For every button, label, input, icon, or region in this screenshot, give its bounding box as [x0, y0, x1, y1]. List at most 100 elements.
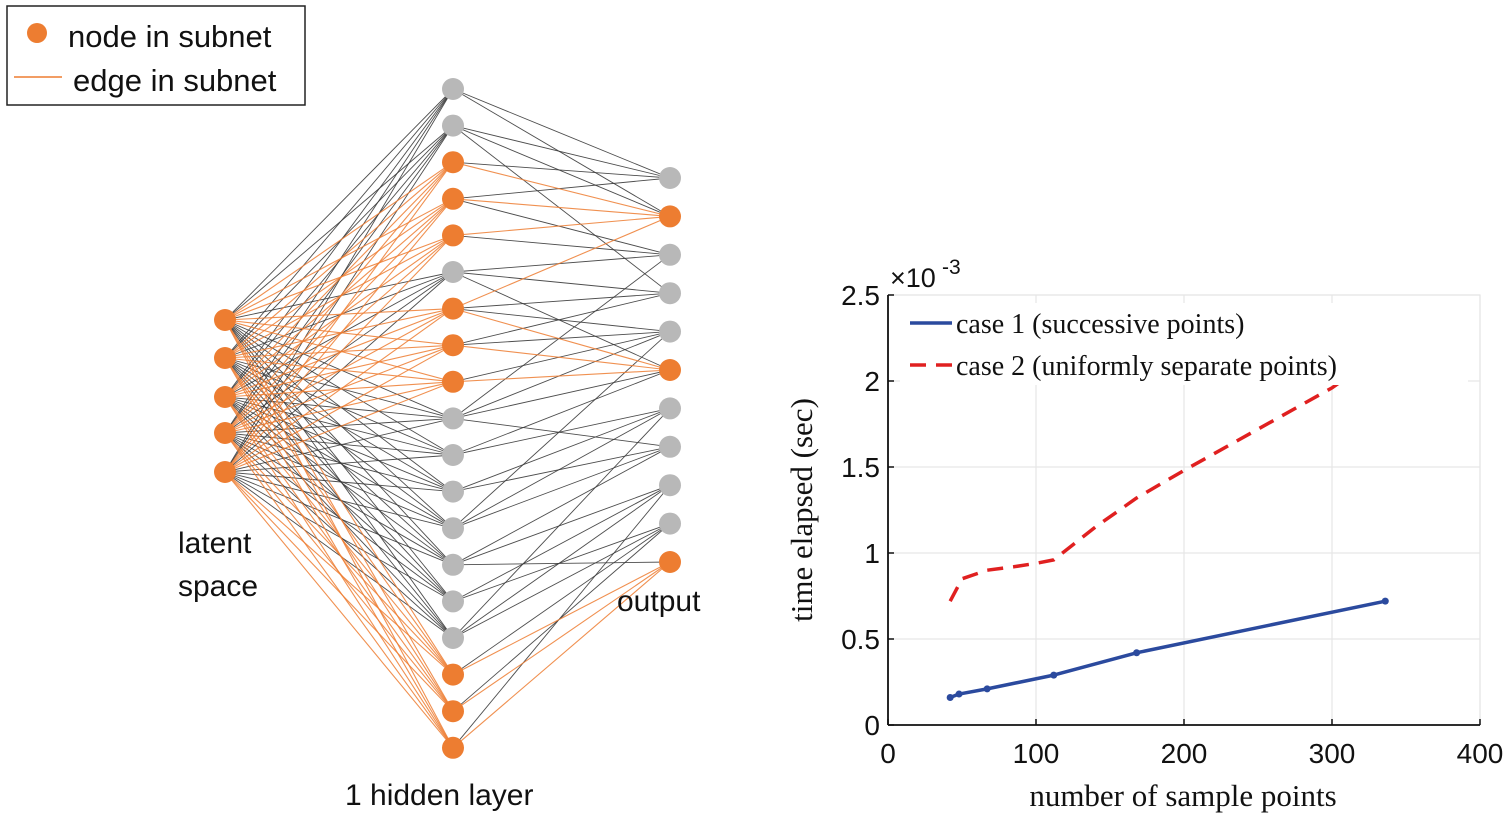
subnet-edge — [224, 234, 454, 321]
inactive-edge — [224, 432, 454, 456]
output-node — [659, 474, 681, 497]
legend-case2-label: case 2 (uniformly separate points) — [956, 351, 1337, 382]
hidden-node — [442, 78, 464, 100]
output-node — [659, 320, 681, 343]
network-edges — [224, 88, 671, 749]
hidden-node-subnet — [442, 663, 464, 686]
subnet-edge — [224, 161, 454, 434]
subnet-edge — [224, 235, 454, 473]
inactive-edge — [452, 484, 671, 566]
hidden-node — [442, 261, 464, 283]
hidden-node — [442, 627, 464, 649]
hidden-layer-label: 1 hidden layer — [345, 779, 533, 812]
subnet-edge — [224, 357, 454, 712]
inactive-edge — [452, 369, 671, 419]
subnet-edge — [452, 198, 671, 217]
inactive-edge — [224, 271, 454, 359]
y-axis-title: time elapsed (sec) — [784, 398, 819, 622]
subnet-edge — [452, 561, 671, 749]
subnet-edge — [224, 198, 454, 434]
subnet-edge — [224, 308, 454, 398]
inactive-edge — [452, 408, 671, 639]
latent-node — [214, 347, 236, 369]
y-tick-label: 0 — [864, 710, 880, 741]
inactive-edge — [224, 471, 454, 602]
inactive-edge — [224, 88, 454, 434]
subnet-edge — [224, 234, 454, 359]
output-node — [659, 167, 681, 189]
inactive-edge — [224, 88, 454, 398]
inactive-edge — [452, 331, 671, 383]
subnet-edge — [224, 319, 454, 346]
subnet-edge — [224, 432, 454, 712]
inactive-edge — [452, 271, 671, 371]
subnet-edge — [224, 471, 454, 749]
subnet-edge — [224, 308, 454, 321]
chart-legend: case 1 (successive points) case 2 (unifo… — [900, 303, 1468, 385]
hidden-node-subnet — [442, 736, 464, 759]
inactive-edge — [452, 446, 671, 566]
subnet-edge — [224, 161, 454, 359]
subnet-edge — [224, 161, 454, 321]
subnet-edge — [224, 344, 454, 359]
inactive-edge — [452, 407, 671, 493]
subnet-edge — [224, 357, 454, 675]
latent-node — [214, 386, 236, 408]
inactive-edge — [224, 357, 454, 492]
inactive-edge — [452, 484, 671, 639]
legend-node-marker — [27, 23, 47, 43]
inactive-edge — [224, 271, 454, 321]
inactive-edge — [224, 271, 454, 473]
series-case1-point — [983, 685, 991, 693]
inactive-edge — [452, 408, 671, 529]
inactive-edge — [224, 471, 454, 566]
inactive-edge — [452, 292, 671, 346]
inactive-edge — [452, 331, 671, 419]
x-axis-title: number of sample points — [1029, 778, 1336, 813]
inactive-edge — [224, 88, 454, 359]
inactive-edges — [224, 88, 671, 749]
subnet-edge — [224, 396, 454, 675]
hidden-node-subnet — [442, 334, 464, 357]
inactive-edge — [452, 271, 671, 294]
y-tick-label: 0.5 — [841, 624, 880, 655]
inactive-edge — [224, 88, 454, 473]
inactive-edge — [452, 523, 671, 602]
inactive-edge — [452, 331, 671, 529]
inactive-edge — [452, 177, 671, 200]
inactive-edge — [452, 446, 671, 493]
subnet-edge — [224, 357, 454, 383]
subnet-edge — [224, 319, 454, 383]
subnet-edge — [224, 308, 454, 434]
inactive-edge — [452, 125, 671, 217]
latent-label-line2: space — [178, 570, 258, 603]
output-node — [659, 243, 681, 266]
subnet-edge — [224, 234, 454, 434]
inactive-edge — [224, 319, 454, 566]
inactive-edge — [224, 319, 454, 602]
output-node-subnet — [659, 205, 681, 228]
hidden-node-subnet — [442, 224, 464, 247]
inactive-edge — [452, 161, 671, 179]
chart-series — [946, 348, 1389, 701]
network-diagram — [214, 78, 681, 759]
hidden-node — [442, 444, 464, 466]
subnet-edge — [224, 432, 454, 749]
subnet-edge — [224, 471, 454, 676]
latent-node — [214, 309, 236, 331]
legend-box — [6, 5, 306, 106]
latent-label-line1: latent — [178, 527, 252, 560]
subnet-edge — [224, 344, 454, 473]
subnet-edge — [224, 308, 454, 473]
hidden-node — [442, 590, 464, 613]
inactive-edge — [224, 88, 454, 321]
inactive-edge — [224, 125, 454, 359]
inactive-edge — [452, 88, 671, 217]
inactive-edge — [224, 319, 454, 529]
inactive-edge — [452, 292, 671, 310]
network-legend: node in subnet edge in subnet — [6, 5, 306, 106]
output-node — [659, 512, 681, 535]
inactive-edge — [224, 417, 454, 473]
series-case1-point — [946, 693, 954, 701]
